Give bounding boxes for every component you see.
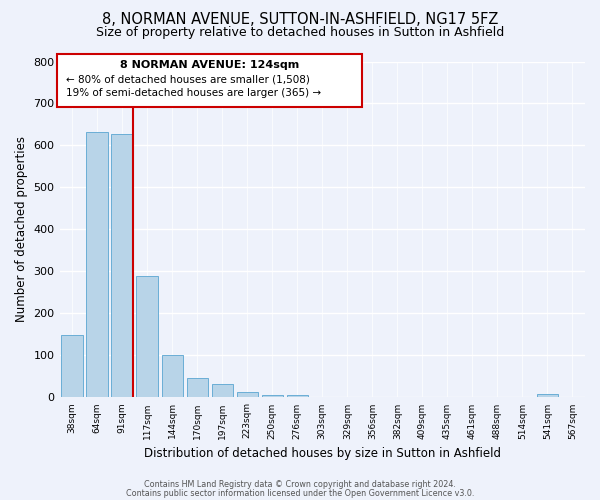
Text: Size of property relative to detached houses in Sutton in Ashfield: Size of property relative to detached ho… xyxy=(96,26,504,39)
Bar xyxy=(212,384,233,398)
Bar xyxy=(262,396,283,398)
Text: Contains public sector information licensed under the Open Government Licence v3: Contains public sector information licen… xyxy=(126,489,474,498)
Bar xyxy=(61,336,83,398)
Bar xyxy=(236,392,258,398)
Text: 19% of semi-detached houses are larger (365) →: 19% of semi-detached houses are larger (… xyxy=(65,88,320,98)
Bar xyxy=(136,276,158,398)
Text: ← 80% of detached houses are smaller (1,508): ← 80% of detached houses are smaller (1,… xyxy=(65,74,310,85)
Y-axis label: Number of detached properties: Number of detached properties xyxy=(15,136,28,322)
X-axis label: Distribution of detached houses by size in Sutton in Ashfield: Distribution of detached houses by size … xyxy=(144,447,501,460)
Text: Contains HM Land Registry data © Crown copyright and database right 2024.: Contains HM Land Registry data © Crown c… xyxy=(144,480,456,489)
Text: 8 NORMAN AVENUE: 124sqm: 8 NORMAN AVENUE: 124sqm xyxy=(119,60,299,70)
Bar xyxy=(287,396,308,398)
Bar xyxy=(112,134,133,398)
Bar xyxy=(187,378,208,398)
Bar xyxy=(86,132,108,398)
Bar xyxy=(537,394,558,398)
Text: 8, NORMAN AVENUE, SUTTON-IN-ASHFIELD, NG17 5FZ: 8, NORMAN AVENUE, SUTTON-IN-ASHFIELD, NG… xyxy=(102,12,498,28)
Bar xyxy=(161,355,183,398)
